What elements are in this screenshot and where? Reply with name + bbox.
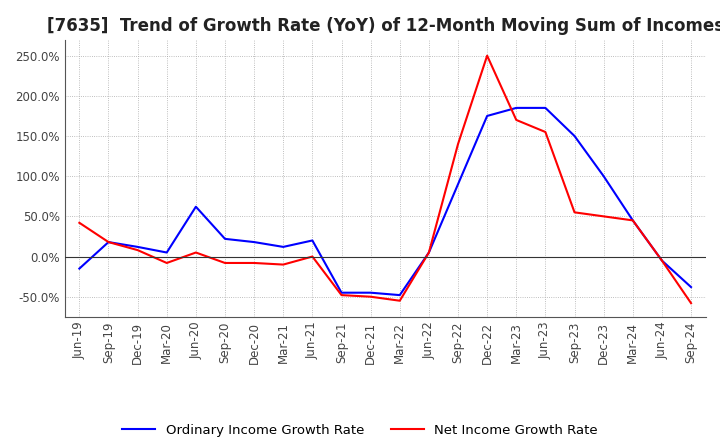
Net Income Growth Rate bbox=[337, 293, 346, 298]
Ordinary Income Growth Rate bbox=[104, 239, 113, 245]
Title: [7635]  Trend of Growth Rate (YoY) of 12-Month Moving Sum of Incomes: [7635] Trend of Growth Rate (YoY) of 12-… bbox=[47, 17, 720, 35]
Net Income Growth Rate bbox=[657, 258, 666, 263]
Ordinary Income Growth Rate bbox=[337, 290, 346, 295]
Ordinary Income Growth Rate bbox=[366, 290, 375, 295]
Net Income Growth Rate bbox=[541, 129, 550, 135]
Net Income Growth Rate bbox=[512, 117, 521, 123]
Net Income Growth Rate bbox=[629, 218, 637, 223]
Ordinary Income Growth Rate bbox=[541, 105, 550, 110]
Net Income Growth Rate bbox=[104, 239, 113, 245]
Ordinary Income Growth Rate bbox=[657, 258, 666, 263]
Net Income Growth Rate bbox=[279, 262, 287, 267]
Ordinary Income Growth Rate bbox=[133, 244, 142, 249]
Ordinary Income Growth Rate bbox=[192, 204, 200, 209]
Net Income Growth Rate bbox=[425, 250, 433, 255]
Ordinary Income Growth Rate bbox=[512, 105, 521, 110]
Ordinary Income Growth Rate bbox=[483, 113, 492, 118]
Legend: Ordinary Income Growth Rate, Net Income Growth Rate: Ordinary Income Growth Rate, Net Income … bbox=[117, 418, 603, 440]
Ordinary Income Growth Rate bbox=[75, 266, 84, 271]
Net Income Growth Rate bbox=[366, 294, 375, 299]
Line: Net Income Growth Rate: Net Income Growth Rate bbox=[79, 56, 691, 303]
Line: Ordinary Income Growth Rate: Ordinary Income Growth Rate bbox=[79, 108, 691, 295]
Ordinary Income Growth Rate bbox=[163, 250, 171, 255]
Net Income Growth Rate bbox=[308, 254, 317, 259]
Net Income Growth Rate bbox=[395, 298, 404, 303]
Net Income Growth Rate bbox=[483, 53, 492, 59]
Ordinary Income Growth Rate bbox=[220, 236, 229, 242]
Ordinary Income Growth Rate bbox=[279, 244, 287, 249]
Ordinary Income Growth Rate bbox=[454, 182, 462, 187]
Net Income Growth Rate bbox=[133, 247, 142, 253]
Ordinary Income Growth Rate bbox=[687, 284, 696, 290]
Ordinary Income Growth Rate bbox=[629, 218, 637, 223]
Net Income Growth Rate bbox=[163, 260, 171, 266]
Net Income Growth Rate bbox=[599, 214, 608, 219]
Ordinary Income Growth Rate bbox=[395, 293, 404, 298]
Ordinary Income Growth Rate bbox=[250, 239, 258, 245]
Ordinary Income Growth Rate bbox=[570, 133, 579, 139]
Net Income Growth Rate bbox=[192, 250, 200, 255]
Net Income Growth Rate bbox=[250, 260, 258, 266]
Ordinary Income Growth Rate bbox=[308, 238, 317, 243]
Net Income Growth Rate bbox=[570, 210, 579, 215]
Net Income Growth Rate bbox=[220, 260, 229, 266]
Net Income Growth Rate bbox=[75, 220, 84, 225]
Ordinary Income Growth Rate bbox=[425, 250, 433, 255]
Net Income Growth Rate bbox=[454, 141, 462, 147]
Net Income Growth Rate bbox=[687, 301, 696, 306]
Ordinary Income Growth Rate bbox=[599, 173, 608, 179]
